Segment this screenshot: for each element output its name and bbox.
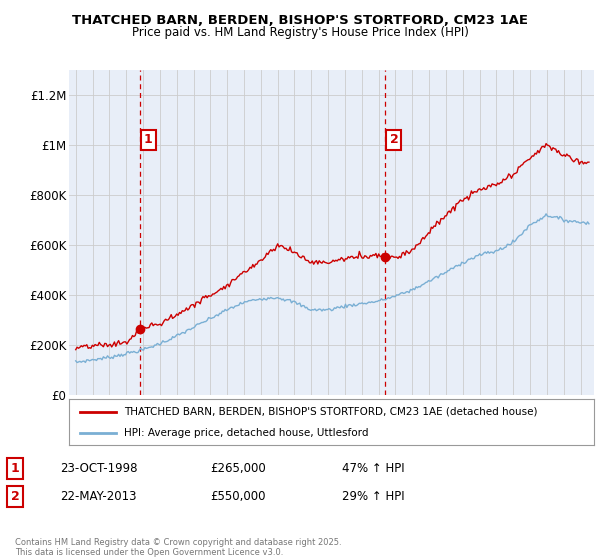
Text: 23-OCT-1998: 23-OCT-1998 [60,462,137,475]
Text: Price paid vs. HM Land Registry's House Price Index (HPI): Price paid vs. HM Land Registry's House … [131,26,469,39]
Text: THATCHED BARN, BERDEN, BISHOP'S STORTFORD, CM23 1AE (detached house): THATCHED BARN, BERDEN, BISHOP'S STORTFOR… [124,407,538,417]
Text: 2: 2 [389,133,398,147]
Text: £265,000: £265,000 [210,462,266,475]
Text: £550,000: £550,000 [210,490,265,503]
Text: 47% ↑ HPI: 47% ↑ HPI [342,462,404,475]
Text: 1: 1 [11,462,19,475]
Text: 1: 1 [144,133,152,147]
Text: 22-MAY-2013: 22-MAY-2013 [60,490,137,503]
Text: 2: 2 [11,490,19,503]
Text: Contains HM Land Registry data © Crown copyright and database right 2025.
This d: Contains HM Land Registry data © Crown c… [15,538,341,557]
Text: HPI: Average price, detached house, Uttlesford: HPI: Average price, detached house, Uttl… [124,428,368,438]
Text: 29% ↑ HPI: 29% ↑ HPI [342,490,404,503]
Text: THATCHED BARN, BERDEN, BISHOP'S STORTFORD, CM23 1AE: THATCHED BARN, BERDEN, BISHOP'S STORTFOR… [72,14,528,27]
